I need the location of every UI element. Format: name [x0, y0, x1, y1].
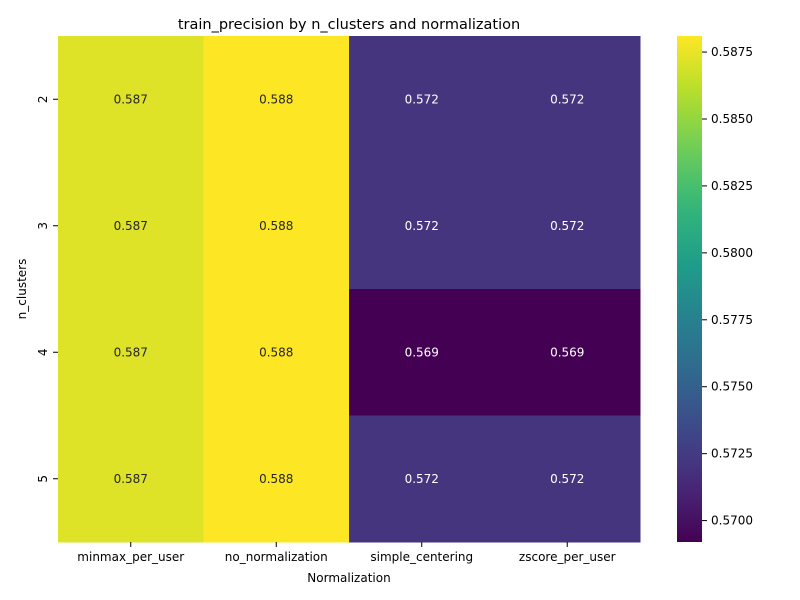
y-axis: 2 3 4 5 [36, 95, 58, 483]
chart-title: train_precision by n_clusters and normal… [178, 17, 520, 33]
cell-value-label: 0.569 [550, 345, 584, 359]
heatmap-cell [349, 162, 495, 290]
colorbar-tick-label: 0.5800 [711, 246, 753, 260]
cell-value-label: 0.588 [259, 92, 293, 106]
cell-annotations: 0.587 0.588 0.572 0.572 0.587 0.588 0.572 0.572… [114, 92, 585, 486]
x-tick-label: simple_centering [370, 550, 473, 564]
heatmap-cell [349, 36, 495, 163]
colorbar-tick-label: 0.5725 [711, 447, 753, 461]
colorbar: 0.5700 0.5725 0.5750 0.5775 0.5800 0.5825 0.58… [677, 36, 753, 542]
cell-value-label: 0.572 [405, 472, 439, 486]
heatmap-cell [58, 289, 204, 416]
cell-value-label: 0.588 [259, 345, 293, 359]
y-tick-label: 3 [36, 222, 50, 230]
cell-value-label: 0.572 [405, 219, 439, 233]
cell-value-label: 0.588 [259, 219, 293, 233]
heatmap-cell [203, 162, 350, 290]
heatmap-cell [203, 415, 350, 543]
y-axis-label: n_clusters [15, 259, 29, 320]
cell-value-label: 0.569 [405, 345, 439, 359]
heatmap-cell [58, 36, 204, 163]
heatmap-cell [349, 415, 495, 543]
x-tick-label: no_normalization [225, 550, 328, 564]
heatmap-cell [58, 162, 204, 290]
cell-value-label: 0.572 [550, 92, 584, 106]
heatmap-cell [494, 162, 641, 290]
cell-value-label: 0.572 [405, 92, 439, 106]
heatmap-cell [494, 415, 641, 543]
x-axis: minmax_per_user no_normalization simple_ce… [77, 542, 616, 564]
colorbar-tick-label: 0.5750 [711, 380, 753, 394]
y-tick-label: 2 [36, 95, 50, 103]
y-tick-label: 4 [36, 348, 50, 356]
heatmap-cell [203, 289, 350, 416]
x-tick-label: zscore_per_user [519, 550, 616, 564]
cell-value-label: 0.587 [114, 472, 148, 486]
colorbar-tick-label: 0.5850 [711, 112, 753, 126]
cell-value-label: 0.587 [114, 92, 148, 106]
heatmap-cell [494, 36, 641, 163]
heatmap-cells [58, 36, 641, 543]
cell-value-label: 0.587 [114, 219, 148, 233]
colorbar-tick-label: 0.5700 [711, 514, 753, 528]
colorbar-tick-label: 0.5775 [711, 313, 753, 327]
cell-value-label: 0.572 [550, 219, 584, 233]
cell-value-label: 0.588 [259, 472, 293, 486]
cell-value-label: 0.572 [550, 472, 584, 486]
heatmap-cell [349, 289, 495, 416]
x-tick-label: minmax_per_user [77, 550, 184, 564]
colorbar-tick-label: 0.5875 [711, 45, 753, 59]
colorbar-gradient [677, 36, 702, 542]
cell-value-label: 0.587 [114, 345, 148, 359]
y-tick-label: 5 [36, 475, 50, 483]
heatmap-cell [58, 415, 204, 543]
heatmap-cell [203, 36, 350, 163]
x-axis-label: Normalization [307, 571, 390, 585]
colorbar-tick-label: 0.5825 [711, 179, 753, 193]
heatmap-cell [494, 289, 641, 416]
